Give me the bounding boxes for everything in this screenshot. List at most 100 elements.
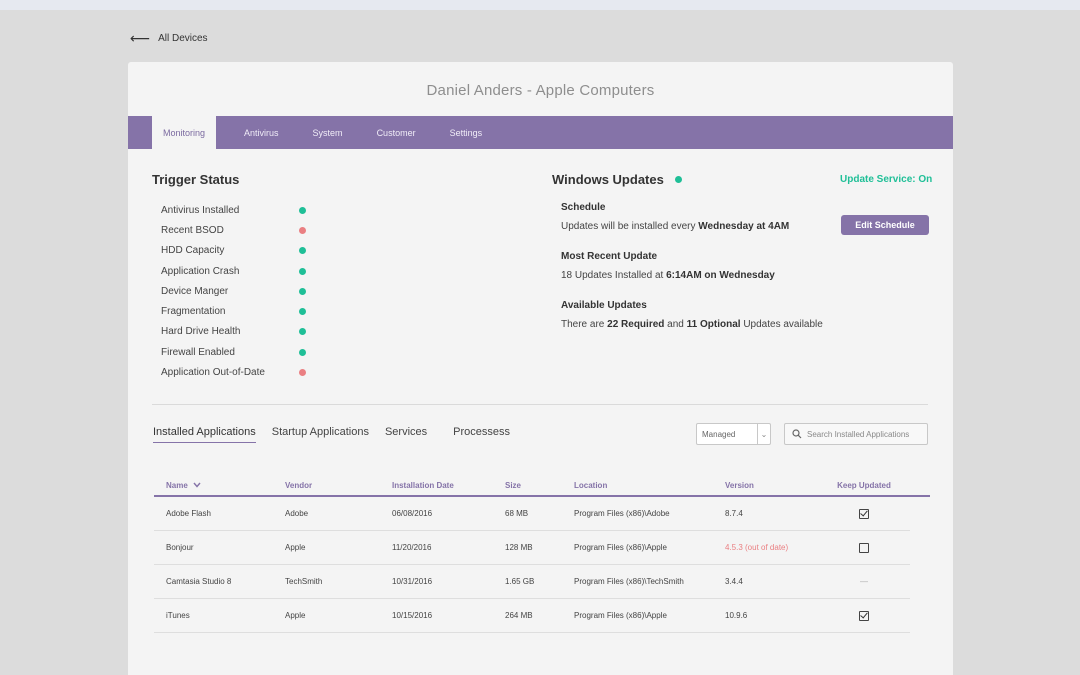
cell-name: Bonjour [166,543,194,552]
back-link[interactable]: ⟵ All Devices [130,30,208,46]
column-header-keep-updated[interactable]: Keep Updated [837,480,891,490]
cell-location: Program Files (x86)\TechSmith [574,577,684,586]
recent-update-heading: Most Recent Update [561,251,658,262]
status-dot-icon [299,206,306,214]
cell-size: 128 MB [505,543,533,552]
table-row[interactable]: iTunes Apple 10/15/2016 264 MB Program Files… [154,599,910,633]
cell-keep-updated [835,542,893,553]
column-header-size[interactable]: Size [505,480,522,490]
cell-version: 3.4.4 [725,577,743,586]
column-header-installation-date[interactable]: Installation Date [392,480,454,490]
available-updates-section: Available Updates There are 22 Required … [561,300,823,330]
tab-monitoring[interactable]: Monitoring [152,116,217,149]
trigger-status-row: Application Crash [161,261,306,281]
update-service-status: Update Service: On [840,174,933,185]
tab-processes[interactable]: Processess [453,426,511,438]
arrow-left-icon: ⟵ [130,30,151,46]
cell-vendor: Apple [285,543,306,552]
status-dot-icon [299,247,306,255]
tab-bar: Monitoring Antivirus System Customer Set… [128,116,953,149]
status-dot-icon [299,287,306,295]
cell-keep-updated [835,610,893,621]
tab-customer[interactable]: Customer [376,127,416,138]
schedule-section: Schedule Updates will be installed every… [561,202,789,232]
cell-date: 10/31/2016 [392,577,433,586]
search-input[interactable] [807,429,925,439]
cell-location: Program Files (x86)\Adobe [574,509,670,518]
top-strip [0,0,1080,10]
status-dot-icon [299,308,306,316]
tab-installed-applications[interactable]: Installed Applications [153,426,256,443]
chevron-down-icon: ⌄ [757,424,770,444]
trigger-status-row: Firewall Enabled [161,342,306,362]
search-icon [792,429,802,439]
status-dot-icon [674,176,682,183]
status-dot-icon [299,348,306,356]
tab-services[interactable]: Services [384,426,428,438]
cell-date: 10/15/2016 [392,611,433,620]
trigger-status-row: HDD Capacity [161,241,306,261]
trigger-name: HDD Capacity [161,245,225,257]
cell-version: 10.9.6 [725,611,748,620]
table-row[interactable]: Adobe Flash Adobe 06/08/2016 68 MB Program F… [154,497,910,531]
status-dot-icon [299,369,306,377]
cell-date: 06/08/2016 [392,509,433,518]
cell-version: 4.5.3 (out of date) [725,543,789,552]
trigger-status-row: Recent BSOD [161,220,306,240]
column-header-version[interactable]: Version [725,480,754,490]
trigger-status-list: Antivirus Installed Recent BSOD HDD Capaci… [161,200,306,383]
page-title: Daniel Anders - Apple Computers [426,82,655,99]
app-tabs: Installed Applications Startup Applicati… [153,426,526,443]
table-body: Adobe Flash Adobe 06/08/2016 68 MB Program F… [154,497,930,633]
device-card: Daniel Anders - Apple Computers Monitori… [128,62,953,675]
trigger-name: Recent BSOD [161,224,224,236]
cell-date: 11/20/2016 [392,543,432,552]
cell-version: 8.7.4 [725,509,743,518]
schedule-text: Updates will be installed every Wednesda… [561,221,790,232]
table-row[interactable]: Camtasia Studio 8 TechSmith 10/31/2016 1.65… [154,565,910,599]
trigger-name: Firewall Enabled [161,346,235,358]
cell-keep-updated [835,508,893,519]
keep-updated-checkbox[interactable] [859,542,869,553]
column-header-vendor[interactable]: Vendor [285,480,313,490]
windows-updates-title: Windows Updates [552,172,664,187]
tab-antivirus[interactable]: Antivirus [244,127,279,138]
cell-vendor: Apple [285,611,306,620]
cell-size: 68 MB [505,509,529,518]
trigger-name: Antivirus Installed [161,204,240,216]
trigger-name: Application Crash [161,265,240,277]
section-divider [152,404,928,405]
keep-updated-checkbox[interactable] [859,508,869,519]
cell-size: 264 MB [505,611,533,620]
status-dot-icon [299,226,306,234]
status-dot-icon [299,267,306,275]
column-header-name[interactable]: Name [154,481,285,490]
status-dot-icon [299,328,306,336]
tab-startup-applications[interactable]: Startup Applications [271,426,369,438]
trigger-status-row: Antivirus Installed [161,200,306,220]
trigger-status-row: Hard Drive Health [161,322,306,342]
search-box [784,423,928,445]
cell-size: 1.65 GB [505,577,535,586]
trigger-name: Fragmentation [161,306,226,318]
trigger-name: Hard Drive Health [161,326,241,338]
recent-update-text: 18 Updates Installed at 6:14AM on Wednes… [561,270,775,281]
cell-name: Adobe Flash [166,509,211,518]
schedule-heading: Schedule [561,202,606,213]
trigger-name: Application Out-of-Date [161,367,265,379]
column-header-location[interactable]: Location [574,480,608,490]
filter-select[interactable]: Managed ⌄ [696,423,771,445]
trigger-status-title: Trigger Status [152,172,240,187]
trigger-status-row: Fragmentation [161,301,306,321]
trigger-status-row: Application Out-of-Date [161,362,306,382]
recent-update-section: Most Recent Update 18 Updates Installed … [561,251,775,281]
available-updates-heading: Available Updates [561,300,647,311]
cell-name: Camtasia Studio 8 [166,577,232,586]
tab-system[interactable]: System [312,127,343,138]
cell-name: iTunes [166,611,190,620]
keep-updated-checkbox[interactable] [859,610,869,621]
table-row[interactable]: Bonjour Apple 11/20/2016 128 MB Program File… [154,531,910,565]
tab-settings[interactable]: Settings [449,127,483,138]
back-link-label: All Devices [158,32,208,44]
edit-schedule-button[interactable]: Edit Schedule [841,215,929,235]
